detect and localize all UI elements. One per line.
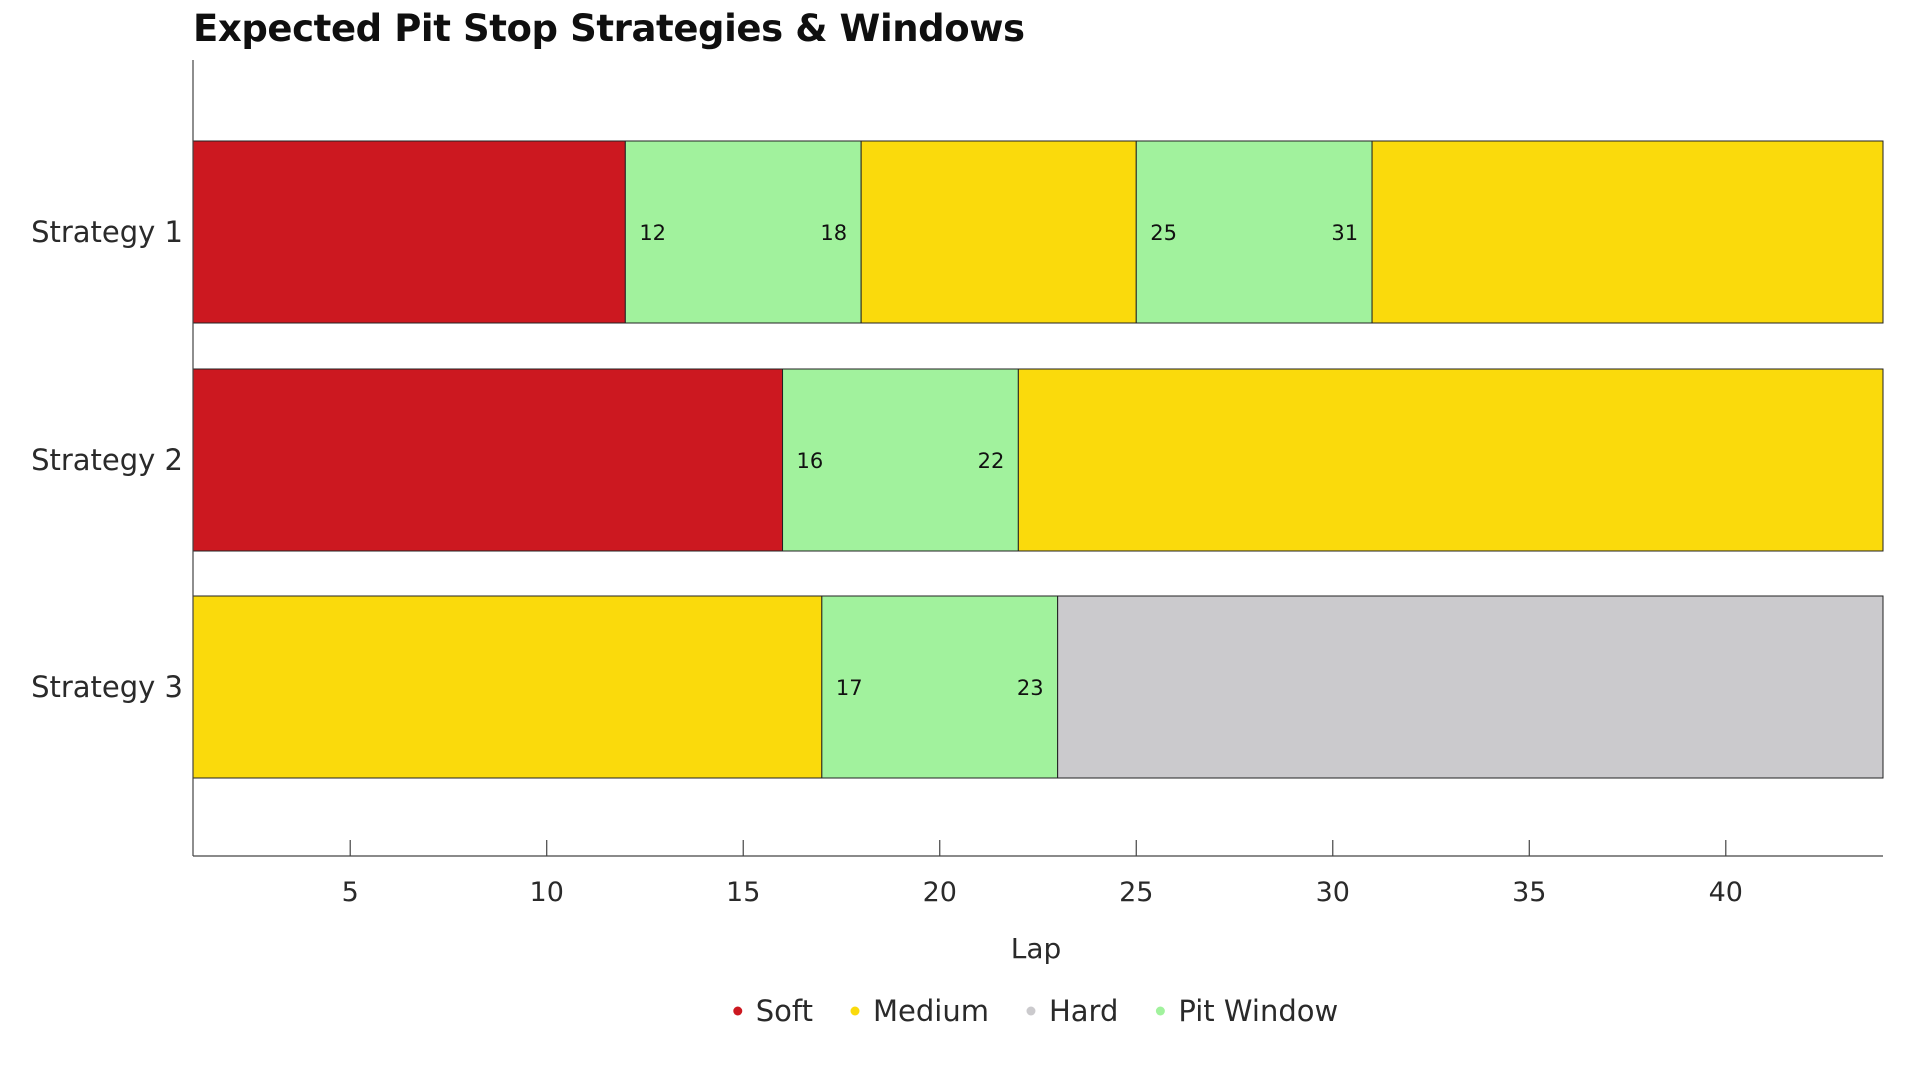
- bar-segment-hard: [1057, 595, 1884, 779]
- x-tick-label: 5: [342, 877, 359, 908]
- bar-segment-soft: [192, 140, 626, 324]
- legend-marker-soft: [733, 1006, 743, 1016]
- bar-segment-medium: [1371, 140, 1884, 324]
- category-label: Strategy 2: [31, 443, 183, 477]
- bar-segment-pit-window: [821, 595, 1059, 779]
- window-end-label: 31: [1331, 221, 1358, 245]
- bar-segment-pit-window: [1135, 140, 1373, 324]
- window-start-label: 17: [836, 676, 863, 700]
- legend-marker-hard: [1026, 1006, 1036, 1016]
- x-axis-label: Lap: [1011, 932, 1062, 965]
- category-label: Strategy 1: [31, 215, 183, 249]
- bar-segment-medium: [1017, 368, 1884, 552]
- window-end-label: 23: [1017, 676, 1044, 700]
- category-labels: Strategy 1 Strategy 2 Strategy 3: [31, 215, 183, 704]
- legend-label: Medium: [873, 994, 989, 1028]
- window-start-label: 16: [797, 449, 824, 473]
- window-end-label: 18: [820, 221, 847, 245]
- bars-layer: [192, 140, 1884, 779]
- category-label: Strategy 3: [31, 670, 183, 704]
- x-ticks: 5 10 15 20 25 30 35 40: [342, 840, 1743, 908]
- x-tick-label: 30: [1316, 877, 1350, 908]
- legend-label: Hard: [1049, 994, 1118, 1028]
- bar-segment-pit-window: [624, 140, 862, 324]
- x-tick-label: 40: [1709, 877, 1743, 908]
- window-start-label: 25: [1150, 221, 1177, 245]
- x-tick-label: 25: [1119, 877, 1153, 908]
- legend-marker-medium: [850, 1006, 860, 1016]
- x-tick-label: 15: [726, 877, 760, 908]
- legend: Soft Medium Hard Pit Window: [733, 994, 1338, 1028]
- window-end-label: 22: [978, 449, 1005, 473]
- chart-title: Expected Pit Stop Strategies & Windows: [193, 7, 1025, 50]
- bar-segment-soft: [192, 368, 784, 552]
- axes-layer: [192, 60, 1883, 857]
- x-tick-label: 20: [923, 877, 957, 908]
- legend-label: Pit Window: [1178, 994, 1338, 1028]
- window-start-label: 12: [639, 221, 666, 245]
- bar-segment-medium: [192, 595, 823, 779]
- bar-segment-pit-window: [782, 368, 1019, 552]
- legend-marker-pit-window: [1155, 1006, 1165, 1016]
- x-tick-label: 35: [1512, 877, 1546, 908]
- legend-label: Soft: [756, 994, 813, 1028]
- x-tick-label: 10: [530, 877, 564, 908]
- window-bound-labels: 12 18 25 31 16 22 17 23: [639, 221, 1358, 700]
- bar-segment-medium: [860, 140, 1137, 324]
